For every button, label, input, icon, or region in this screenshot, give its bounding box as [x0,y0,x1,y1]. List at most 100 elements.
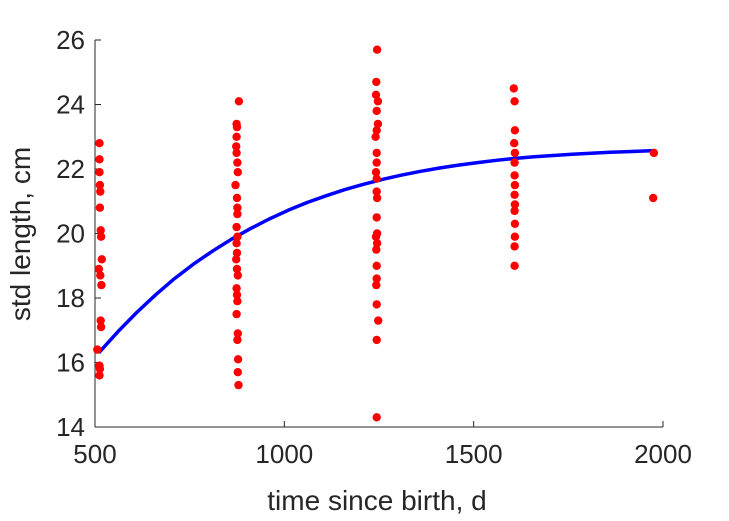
data-point [233,297,242,306]
data-point [97,255,107,264]
y-tick-label: 22 [56,154,85,184]
data-point [232,264,242,274]
data-point [372,239,382,248]
data-point [510,190,519,199]
data-point [233,335,242,345]
data-points-layer [93,45,659,422]
data-point [232,255,241,264]
data-point [233,158,242,167]
data-point [96,271,105,280]
data-point [510,171,519,180]
data-point [232,309,241,319]
data-point [510,148,520,158]
data-point [94,264,104,274]
data-point [510,180,520,190]
x-tick-label: 2000 [634,439,692,469]
data-point [96,226,105,235]
data-point [372,335,381,345]
data-point [373,119,383,129]
data-point [234,97,244,106]
data-point [95,139,104,148]
y-tick-label: 26 [56,25,85,55]
data-point [233,355,243,364]
data-point [96,232,106,241]
data-point [510,97,519,106]
data-point [95,155,104,164]
data-point [649,148,659,158]
data-point [231,180,240,190]
data-point [234,380,243,390]
data-point [372,193,382,203]
data-point [233,168,242,177]
data-point [510,158,519,167]
data-point [232,148,241,158]
data-point [97,280,106,290]
data-point [95,168,104,177]
data-point [372,413,381,422]
data-point [372,126,381,135]
x-tick-label: 1000 [255,439,313,469]
data-point [372,77,381,87]
data-point [232,248,242,258]
data-point [371,232,381,241]
data-point [371,90,381,100]
data-point [510,232,520,241]
data-point [372,187,381,196]
data-point [510,242,519,251]
fit-curve-layer [97,148,654,354]
y-tick-label: 20 [56,219,85,249]
data-point [372,148,381,158]
data-point [95,371,104,380]
data-point [372,213,381,222]
axes: 500 1000 1500 2000 14 16 18 20 22 24 26 [56,25,692,469]
data-point [371,132,380,141]
data-point [232,222,241,232]
data-point [372,174,381,183]
data-point [93,345,102,354]
y-tick-label: 18 [56,283,85,313]
data-point [233,232,242,241]
data-point [372,106,381,116]
data-point [510,206,519,216]
data-point [95,180,105,190]
data-point [372,261,381,270]
data-point [232,132,241,141]
data-point [233,368,242,377]
y-tick-label: 24 [56,90,85,120]
data-point [510,261,519,270]
x-axis-label: time since birth, d [267,485,486,516]
data-point [95,364,105,374]
data-point [95,203,105,212]
x-tick-label: 1500 [445,439,503,469]
y-tick-label: 14 [56,412,85,442]
data-point [232,193,242,203]
data-point [509,84,518,93]
data-point [373,97,383,106]
data-point [232,142,241,151]
data-point [372,158,381,167]
data-point [374,316,383,325]
data-point [372,300,381,309]
data-point [233,209,242,219]
data-point [232,239,241,248]
data-point [371,168,381,177]
data-point [372,274,381,283]
data-point [96,187,105,196]
data-point [233,329,242,338]
data-point [233,203,242,212]
data-point [372,280,381,290]
data-point [96,316,105,325]
data-point [649,193,658,203]
data-point [510,219,520,228]
data-point [232,290,242,299]
x-tick-label: 500 [73,439,116,469]
data-point [233,271,242,280]
data-point [510,139,519,148]
data-point [232,284,241,293]
data-point [372,245,381,254]
data-point [96,322,106,332]
y-axis-label: std length, cm [5,147,36,321]
data-point [510,200,520,209]
data-point [372,45,382,54]
